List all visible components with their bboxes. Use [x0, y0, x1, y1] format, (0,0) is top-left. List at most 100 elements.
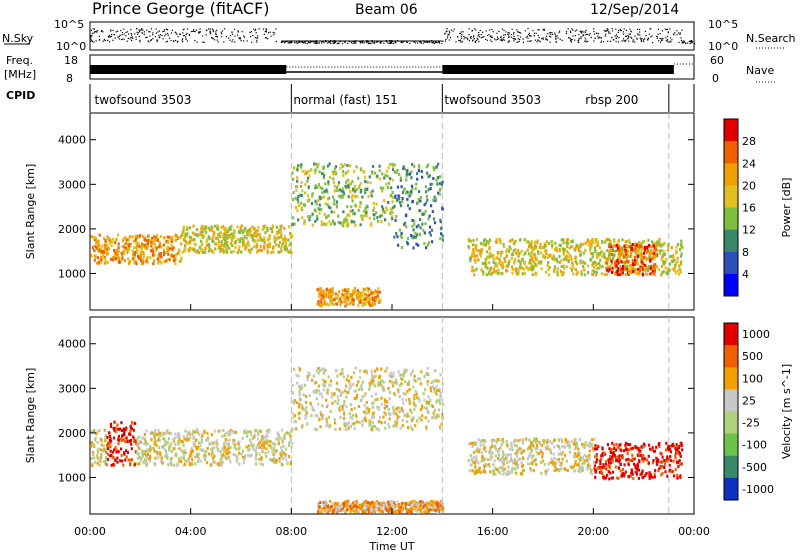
nsky-point	[657, 33, 659, 35]
nsky-point	[265, 30, 267, 32]
date-title: 12/Sep/2014	[590, 2, 679, 18]
nsky-point	[394, 41, 396, 43]
data-cell	[287, 250, 290, 254]
data-cell	[269, 440, 272, 444]
data-cell	[292, 216, 295, 220]
data-cell	[202, 234, 205, 238]
data-cell	[106, 251, 109, 255]
nsky-point	[150, 28, 153, 30]
data-cell	[374, 171, 377, 175]
data-cell	[417, 377, 420, 381]
nsky-point	[503, 34, 505, 36]
data-cell	[158, 438, 162, 442]
data-cell	[216, 236, 219, 240]
data-cell	[235, 239, 238, 243]
data-cell	[152, 447, 155, 451]
nsky-point	[321, 41, 323, 43]
data-cell	[528, 261, 531, 265]
data-cell	[391, 217, 394, 221]
data-cell	[322, 222, 325, 226]
data-cell	[606, 266, 609, 270]
data-cell	[94, 436, 97, 440]
data-cell	[512, 261, 516, 265]
data-cell	[114, 241, 117, 245]
data-cell	[182, 225, 185, 229]
data-cell	[664, 260, 667, 264]
data-cell	[625, 265, 629, 269]
data-cell	[117, 438, 121, 442]
data-cell	[417, 197, 420, 201]
nsky-point	[600, 41, 602, 43]
data-cell	[335, 387, 338, 391]
data-cell	[212, 250, 215, 254]
data-cell	[520, 464, 524, 468]
data-cell	[311, 192, 314, 196]
data-cell	[534, 240, 537, 244]
data-cell	[172, 437, 175, 441]
data-cell	[370, 428, 374, 432]
data-cell	[205, 449, 208, 453]
nsky-point	[516, 41, 518, 43]
data-cell	[608, 250, 611, 254]
data-cell	[190, 247, 193, 251]
data-cell	[154, 428, 157, 432]
nsky-point	[618, 29, 620, 32]
data-cell	[383, 210, 386, 213]
data-cell	[196, 447, 199, 451]
data-cell	[540, 471, 543, 475]
data-cell	[184, 429, 187, 433]
data-cell	[660, 245, 663, 248]
data-cell	[638, 246, 641, 250]
data-cell	[204, 227, 207, 230]
data-cell	[595, 263, 598, 267]
data-cell	[392, 406, 395, 410]
data-cell	[117, 249, 121, 253]
data-cell	[377, 406, 381, 410]
data-cell	[289, 241, 292, 245]
data-cell	[365, 204, 368, 208]
data-cell	[135, 251, 138, 254]
data-cell	[272, 250, 275, 254]
nsky-point	[231, 31, 233, 33]
nsky-point	[229, 39, 231, 41]
data-cell	[427, 188, 430, 192]
data-cell	[499, 261, 502, 264]
data-cell	[295, 401, 298, 404]
data-cell	[471, 445, 474, 449]
data-cell	[136, 436, 139, 440]
data-cell	[259, 462, 262, 466]
data-cell	[593, 270, 596, 274]
data-cell	[300, 194, 303, 197]
data-cell	[265, 429, 269, 433]
data-cell	[502, 245, 506, 249]
data-cell	[243, 227, 246, 231]
nsky-point	[468, 39, 470, 42]
data-cell	[236, 457, 239, 461]
nsky-point	[505, 31, 507, 33]
nsky-point	[554, 34, 556, 36]
data-cell	[288, 243, 291, 247]
data-cell	[265, 455, 268, 459]
nsky-point	[538, 40, 540, 42]
data-cell	[355, 188, 358, 191]
data-cell	[382, 388, 385, 392]
data-cell	[183, 248, 186, 252]
data-cell	[188, 454, 191, 458]
data-cell	[398, 394, 401, 398]
nsky-point	[681, 29, 683, 31]
data-cell	[593, 246, 597, 250]
nsky-point	[660, 39, 663, 42]
data-cell	[353, 286, 356, 290]
data-cell	[150, 240, 153, 244]
data-cell	[175, 452, 178, 456]
nsky-point	[453, 28, 455, 30]
nsky-point	[463, 38, 465, 40]
data-cell	[314, 381, 317, 384]
data-cell	[355, 415, 358, 419]
data-cell	[606, 238, 609, 241]
data-cell	[414, 424, 417, 428]
data-cell	[565, 265, 568, 269]
data-cell	[371, 405, 374, 409]
data-cell	[558, 460, 561, 464]
data-cell	[357, 293, 360, 297]
